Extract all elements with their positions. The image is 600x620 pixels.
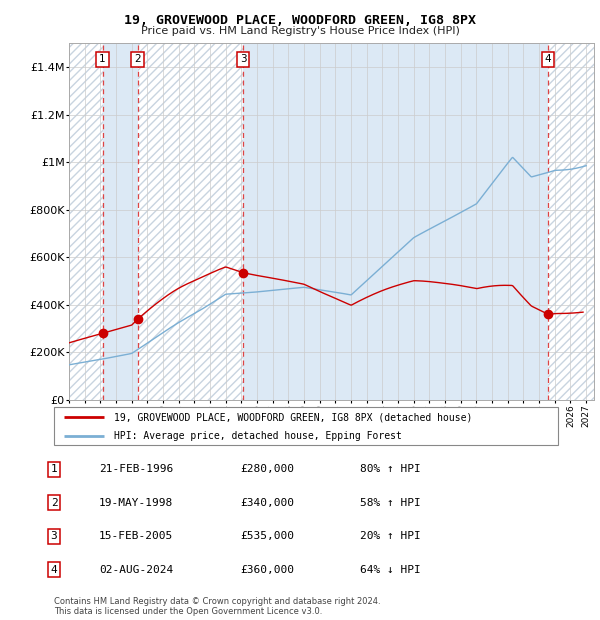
Text: 3: 3 <box>50 531 58 541</box>
Text: £535,000: £535,000 <box>240 531 294 541</box>
Text: 02-AUG-2024: 02-AUG-2024 <box>99 565 173 575</box>
Text: 1: 1 <box>99 55 106 64</box>
Bar <box>137 43 243 400</box>
Text: 19, GROVEWOOD PLACE, WOODFORD GREEN, IG8 8PX: 19, GROVEWOOD PLACE, WOODFORD GREEN, IG8… <box>124 14 476 27</box>
Text: Contains HM Land Registry data © Crown copyright and database right 2024.
This d: Contains HM Land Registry data © Crown c… <box>54 597 380 616</box>
Text: 1: 1 <box>50 464 58 474</box>
Text: £280,000: £280,000 <box>240 464 294 474</box>
Text: 64% ↓ HPI: 64% ↓ HPI <box>360 565 421 575</box>
Bar <box>69 43 103 400</box>
Text: HPI: Average price, detached house, Epping Forest: HPI: Average price, detached house, Eppi… <box>115 430 403 441</box>
Text: 4: 4 <box>545 55 551 64</box>
Text: £340,000: £340,000 <box>240 498 294 508</box>
Text: 80% ↑ HPI: 80% ↑ HPI <box>360 464 421 474</box>
FancyBboxPatch shape <box>54 407 558 445</box>
Text: 19, GROVEWOOD PLACE, WOODFORD GREEN, IG8 8PX (detached house): 19, GROVEWOOD PLACE, WOODFORD GREEN, IG8… <box>115 412 473 422</box>
Text: 2: 2 <box>134 55 141 64</box>
Text: 19-MAY-1998: 19-MAY-1998 <box>99 498 173 508</box>
Bar <box>548 43 594 400</box>
Text: 2: 2 <box>50 498 58 508</box>
Text: 15-FEB-2005: 15-FEB-2005 <box>99 531 173 541</box>
Bar <box>103 43 137 400</box>
Text: 58% ↑ HPI: 58% ↑ HPI <box>360 498 421 508</box>
Text: Price paid vs. HM Land Registry's House Price Index (HPI): Price paid vs. HM Land Registry's House … <box>140 26 460 36</box>
Text: 21-FEB-1996: 21-FEB-1996 <box>99 464 173 474</box>
Text: £360,000: £360,000 <box>240 565 294 575</box>
Text: 4: 4 <box>50 565 58 575</box>
Text: 20% ↑ HPI: 20% ↑ HPI <box>360 531 421 541</box>
Bar <box>243 43 548 400</box>
Text: 3: 3 <box>240 55 247 64</box>
